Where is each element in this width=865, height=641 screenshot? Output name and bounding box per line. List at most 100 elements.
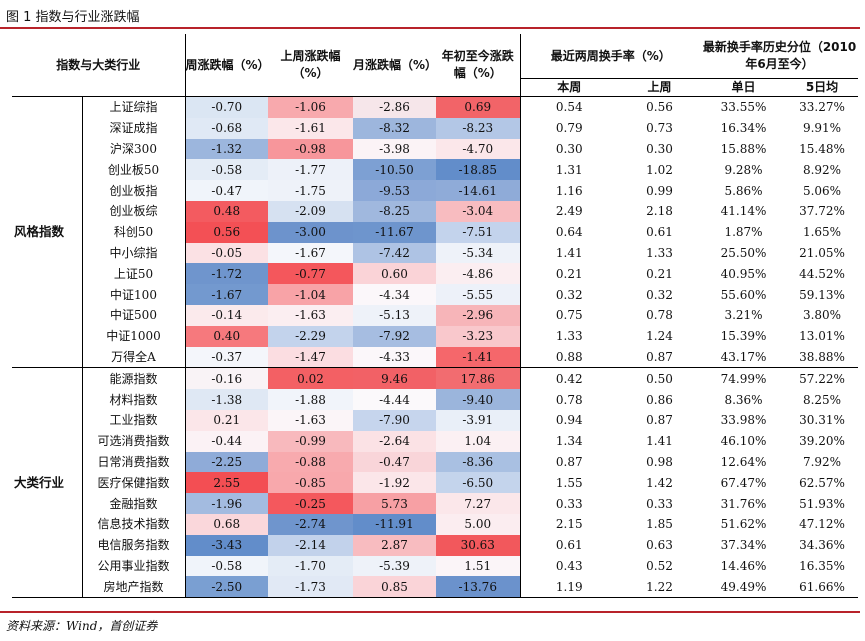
top-rule: [0, 27, 860, 29]
ytd-change-cell: 0.69: [436, 96, 521, 118]
table-row: 可选消费指数 -0.44 -0.99 -2.64 1.04 1.34 1.41 46.10% 3…: [12, 430, 858, 452]
last-week-turnover: 2.18: [646, 204, 673, 219]
week-change-cell: -0.37: [185, 346, 269, 369]
table-row: 创业板综 0.48 -2.09 -8.25 -3.04 2.49 2.18 41.14% 37.…: [12, 200, 858, 222]
ytd-change-cell: 30.63: [436, 534, 521, 556]
ytd-change-cell: -3.04: [436, 200, 521, 222]
last-week-turnover: 0.30: [646, 141, 673, 156]
five-day-percentile: 8.25%: [802, 392, 842, 407]
this-week-turnover: 0.88: [520, 346, 619, 369]
week-change-cell: -0.58: [185, 159, 269, 181]
last-week-turnover: 0.61: [646, 225, 673, 240]
week-change-cell: -0.16: [185, 367, 269, 390]
five-day-percentile: 34.36%: [799, 538, 845, 553]
single-day-percentile: 16.34%: [720, 121, 767, 136]
single-day-percentile: 33.98%: [720, 413, 767, 428]
row-name: 万得全A: [82, 346, 186, 369]
this-week-turnover: 1.33: [555, 329, 583, 344]
last-week-change-cell: -0.77: [268, 263, 354, 285]
ytd-change-cell: -4.86: [436, 263, 521, 285]
row-name: 可选消费指数: [82, 430, 186, 452]
month-change-cell: -4.34: [353, 284, 437, 305]
header-month-change: 月涨跌幅（%）: [353, 34, 437, 97]
week-change-cell: 0.21: [185, 409, 269, 431]
this-week-turnover: 2.15: [555, 517, 583, 532]
table-row: 工业指数 0.21 -1.63 -7.90 -3.91 0.94 0.87 33.98% 30.…: [12, 409, 858, 431]
this-week-turnover: 0.21: [555, 266, 583, 281]
last-week-change-cell: -1.61: [268, 117, 354, 139]
this-week-turnover: 0.54: [555, 100, 583, 115]
ytd-change-cell: -4.70: [436, 138, 521, 160]
single-day-percentile: 12.64%: [720, 454, 767, 469]
month-change-cell: 0.60: [353, 263, 437, 285]
five-day-percentile: 62.57%: [799, 475, 845, 490]
row-name: 房地产指数: [82, 576, 186, 599]
month-change-cell: -10.50: [353, 159, 437, 181]
five-day-percentile: 61.66%: [786, 576, 859, 599]
last-week-change-cell: -1.63: [268, 304, 354, 326]
month-change-cell: -2.64: [353, 430, 437, 452]
row-name: 工业指数: [82, 409, 186, 431]
last-week-change-cell: -1.88: [268, 389, 354, 410]
row-name: 创业板50: [82, 159, 186, 181]
five-day-percentile: 38.88%: [786, 346, 859, 369]
row-name: 科创50: [82, 221, 186, 243]
five-day-percentile: 13.01%: [799, 329, 845, 344]
last-week-change-cell: -0.25: [268, 493, 354, 514]
table-row: 公用事业指数 -0.58 -1.70 -5.39 1.51 0.43 0.52 14.46% 1…: [12, 555, 858, 577]
row-name: 中证100: [82, 284, 186, 305]
last-week-turnover: 0.21: [646, 266, 673, 281]
week-change-cell: -0.14: [185, 304, 269, 326]
ytd-change-cell: 5.00: [436, 513, 521, 535]
header-ytd-change: 年初至今涨跌幅（%）: [436, 34, 521, 97]
table-row: 科创50 0.56 -3.00 -11.67 -7.51 0.64 0.61 1.87% 1.6…: [12, 221, 858, 243]
last-week-change-cell: -1.73: [268, 576, 354, 599]
single-day-percentile: 31.76%: [720, 496, 767, 511]
header-week-change: 周涨跌幅（%）: [185, 34, 270, 97]
last-week-change-cell: -1.77: [268, 159, 354, 181]
five-day-percentile: 15.48%: [799, 141, 845, 156]
ytd-change-cell: -6.50: [436, 472, 521, 494]
last-week-turnover: 0.33: [646, 496, 673, 511]
last-week-turnover: 0.56: [646, 100, 673, 115]
five-day-percentile: 5.06%: [802, 183, 842, 198]
five-day-percentile: 57.22%: [799, 371, 845, 386]
ytd-change-cell: -1.41: [436, 346, 521, 369]
row-name: 创业板综: [82, 200, 186, 222]
week-change-cell: -1.67: [185, 284, 269, 305]
row-name: 中证500: [82, 304, 186, 326]
last-week-change-cell: -2.09: [268, 200, 354, 222]
last-week-turnover: 1.33: [646, 245, 673, 260]
last-week-turnover: 0.50: [646, 371, 673, 386]
last-week-change-cell: -1.06: [268, 96, 354, 118]
five-day-percentile: 30.31%: [799, 413, 845, 428]
ytd-change-cell: -5.55: [436, 284, 521, 305]
week-change-cell: -0.58: [185, 555, 269, 577]
single-day-percentile: 55.60%: [720, 287, 767, 302]
month-change-cell: -8.32: [353, 117, 437, 139]
five-day-percentile: 1.65%: [802, 225, 842, 240]
this-week-turnover: 0.75: [555, 308, 583, 323]
row-name: 深证成指: [82, 117, 186, 139]
this-week-turnover: 0.32: [555, 287, 583, 302]
five-day-percentile: 59.13%: [799, 287, 845, 302]
week-change-cell: -0.44: [185, 430, 269, 452]
last-week-change-cell: -1.04: [268, 284, 354, 305]
last-week-turnover: 0.32: [646, 287, 673, 302]
month-change-cell: -7.90: [353, 409, 437, 431]
last-week-change-cell: -0.88: [268, 451, 354, 473]
table-row: 中证500 -0.14 -1.63 -5.13 -2.96 0.75 0.78 3.21% 3.…: [12, 304, 858, 326]
last-week-turnover: 0.98: [646, 454, 673, 469]
ytd-change-cell: -14.61: [436, 180, 521, 201]
last-week-turnover: 0.52: [646, 558, 673, 573]
month-change-cell: 5.73: [353, 493, 437, 514]
week-change-cell: -0.70: [185, 96, 269, 118]
last-week-change-cell: -2.74: [268, 513, 354, 535]
table-row: 中证100 -1.67 -1.04 -4.34 -5.55 0.32 0.32 55.60% 5…: [12, 284, 858, 305]
week-change-cell: -0.47: [185, 180, 269, 201]
last-week-change-cell: -0.98: [268, 138, 354, 160]
table-row: 信息技术指数 0.68 -2.74 -11.91 5.00 2.15 1.85 51.62% 4…: [12, 513, 858, 535]
last-week-change-cell: -1.75: [268, 180, 354, 201]
month-change-cell: -4.44: [353, 389, 437, 410]
table-row: 风格指数 上证综指 -0.70 -1.06 -2.86 0.69 0.54 0.56 33.55…: [12, 96, 858, 369]
